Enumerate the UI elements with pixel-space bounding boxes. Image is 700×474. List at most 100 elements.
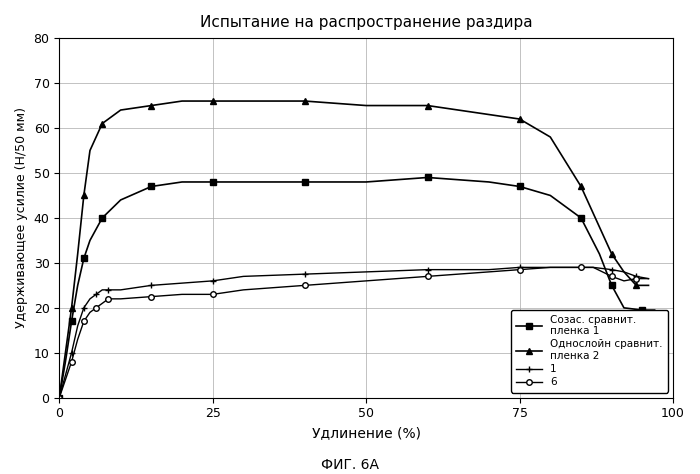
1 [86, 296, 94, 302]
Line: Однослойн сравнит.
пленка 2: Однослойн сравнит. пленка 2 [57, 98, 651, 401]
1 [577, 264, 585, 270]
Созас. сравнит.
пленка 1 [638, 307, 647, 313]
6 [178, 292, 186, 297]
Созас. сравнит.
пленка 1 [424, 174, 432, 180]
Однослойн сравнит.
пленка 2 [595, 224, 603, 230]
1 [515, 264, 524, 270]
Однослойн сравнит.
пленка 2 [147, 103, 155, 109]
6 [589, 264, 598, 270]
Созас. сравнит.
пленка 1 [239, 179, 248, 185]
Title: Испытание на распространение раздира: Испытание на распространение раздира [200, 15, 533, 30]
1 [209, 278, 217, 284]
6 [620, 278, 628, 284]
Однослойн сравнит.
пленка 2 [74, 251, 82, 257]
Line: 1: 1 [56, 264, 652, 401]
1 [104, 287, 113, 293]
Созас. сравнит.
пленка 1 [55, 395, 64, 401]
Однослойн сравнит.
пленка 2 [116, 107, 125, 113]
6 [577, 264, 585, 270]
6 [61, 377, 69, 383]
6 [55, 395, 64, 401]
Созас. сравнит.
пленка 1 [147, 183, 155, 189]
1 [632, 273, 640, 279]
Однослойн сравнит.
пленка 2 [632, 283, 640, 288]
Однослойн сравнит.
пленка 2 [484, 112, 493, 118]
Однослойн сравнит.
пленка 2 [577, 183, 585, 189]
Однослойн сравнит.
пленка 2 [67, 305, 76, 310]
Однослойн сравнит.
пленка 2 [546, 134, 554, 140]
Созас. сравнит.
пленка 1 [86, 237, 94, 243]
Созас. сравнит.
пленка 1 [80, 255, 88, 261]
Созас. сравнит.
пленка 1 [98, 215, 106, 221]
Созас. сравнит.
пленка 1 [515, 183, 524, 189]
Однослойн сравнит.
пленка 2 [620, 269, 628, 275]
1 [424, 267, 432, 273]
Однослойн сравнит.
пленка 2 [98, 121, 106, 127]
1 [61, 373, 69, 378]
6 [116, 296, 125, 302]
Однослойн сравнит.
пленка 2 [424, 103, 432, 109]
6 [546, 264, 554, 270]
1 [116, 287, 125, 293]
Созас. сравнит.
пленка 1 [362, 179, 370, 185]
Однослойн сравнит.
пленка 2 [209, 98, 217, 104]
Однослойн сравнит.
пленка 2 [515, 116, 524, 122]
Legend: Созас. сравнит.
пленка 1, Однослойн сравнит.
пленка 2, 1, 6: Созас. сравнит. пленка 1, Однослойн срав… [510, 310, 668, 392]
Созас. сравнит.
пленка 1 [620, 305, 628, 310]
Однослойн сравнит.
пленка 2 [61, 350, 69, 356]
6 [632, 276, 640, 282]
6 [67, 359, 76, 365]
Однослойн сравнит.
пленка 2 [300, 98, 309, 104]
6 [80, 319, 88, 324]
1 [644, 276, 652, 282]
6 [209, 292, 217, 297]
6 [515, 267, 524, 273]
6 [86, 310, 94, 315]
1 [178, 280, 186, 286]
1 [300, 271, 309, 277]
Созас. сравнит.
пленка 1 [67, 319, 76, 324]
6 [239, 287, 248, 293]
1 [589, 264, 598, 270]
1 [147, 283, 155, 288]
Однослойн сравнит.
пленка 2 [608, 251, 616, 257]
1 [98, 287, 106, 293]
6 [644, 276, 652, 282]
1 [608, 267, 616, 273]
Y-axis label: Удерживающее усилие (Н/50 мм): Удерживающее усилие (Н/50 мм) [15, 108, 28, 328]
1 [67, 350, 76, 356]
Созас. сравнит.
пленка 1 [484, 179, 493, 185]
1 [362, 269, 370, 275]
6 [98, 301, 106, 306]
Созас. сравнит.
пленка 1 [546, 192, 554, 198]
Созас. сравнит.
пленка 1 [650, 307, 659, 313]
Созас. сравнит.
пленка 1 [577, 215, 585, 221]
1 [80, 305, 88, 310]
Созас. сравнит.
пленка 1 [61, 359, 69, 365]
6 [484, 269, 493, 275]
6 [92, 305, 100, 310]
Созас. сравнит.
пленка 1 [74, 283, 82, 288]
Однослойн сравнит.
пленка 2 [178, 98, 186, 104]
1 [484, 267, 493, 273]
Созас. сравнит.
пленка 1 [116, 197, 125, 203]
Созас. сравнит.
пленка 1 [300, 179, 309, 185]
6 [608, 273, 616, 279]
Однослойн сравнит.
пленка 2 [239, 98, 248, 104]
Однослойн сравнит.
пленка 2 [80, 192, 88, 198]
6 [74, 337, 82, 342]
6 [104, 296, 113, 302]
Text: ФИГ. 6А: ФИГ. 6А [321, 458, 379, 472]
6 [362, 278, 370, 284]
Однослойн сравнит.
пленка 2 [86, 148, 94, 154]
Созас. сравнит.
пленка 1 [595, 251, 603, 257]
Однослойн сравнит.
пленка 2 [55, 395, 64, 401]
Line: Созас. сравнит.
пленка 1: Созас. сравнит. пленка 1 [57, 175, 657, 401]
1 [620, 269, 628, 275]
Line: 6: 6 [57, 264, 651, 401]
1 [546, 264, 554, 270]
6 [300, 283, 309, 288]
Созас. сравнит.
пленка 1 [178, 179, 186, 185]
6 [147, 294, 155, 300]
Созас. сравнит.
пленка 1 [608, 283, 616, 288]
